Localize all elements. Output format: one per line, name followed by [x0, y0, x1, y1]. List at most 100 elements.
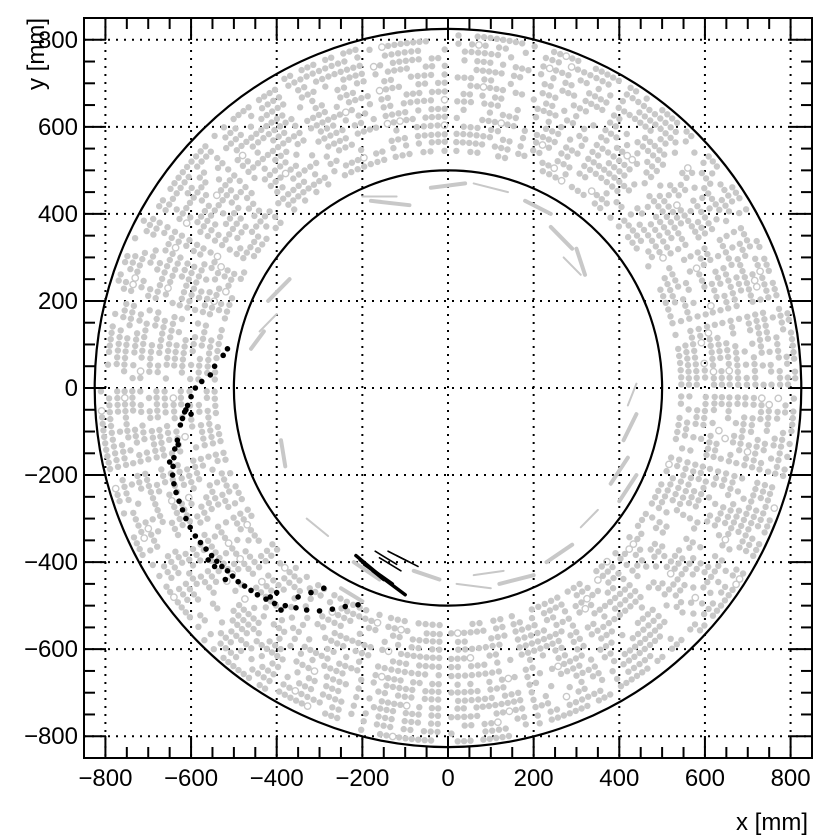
gray-hit [626, 582, 633, 589]
gray-hit [648, 500, 656, 507]
gray-hit [269, 541, 276, 548]
gray-hit [228, 199, 235, 206]
gray-hit [461, 638, 468, 645]
gray-hit [626, 534, 633, 541]
gray-hit [641, 180, 648, 187]
gray-hit [192, 444, 200, 451]
gray-hit [593, 191, 600, 199]
gray-hit [722, 202, 729, 209]
gray-hit [467, 688, 475, 695]
gray-hit [545, 162, 552, 169]
gray-hit [552, 94, 559, 101]
gray-hit [294, 669, 301, 676]
gray-hit [787, 329, 795, 336]
gray-hit [186, 236, 193, 244]
gray-hit [317, 592, 324, 599]
gray-hit [381, 664, 388, 672]
gray-hit [613, 675, 621, 683]
gray-hit [568, 82, 575, 89]
gray-hit [596, 606, 603, 613]
gray-hit [510, 621, 517, 628]
gray-hit [459, 139, 466, 146]
gray-hit [595, 670, 602, 677]
gray-hit [310, 696, 317, 703]
gray-hit [266, 89, 273, 97]
gray-hit [740, 231, 748, 238]
gray-hit [313, 159, 320, 167]
gray-hit [149, 516, 156, 523]
gray-hit [685, 381, 693, 388]
gray-hit [274, 652, 281, 660]
gray-hit [522, 642, 529, 649]
gray-hit [676, 352, 683, 360]
gray-hit [287, 694, 294, 701]
gray-hit [745, 286, 753, 293]
gray-hit [651, 627, 659, 634]
gray-hit [220, 654, 227, 662]
gray-hit [166, 588, 174, 596]
gray-hit [184, 260, 191, 267]
gray-hit [190, 591, 198, 598]
gray-hit [201, 531, 208, 539]
gray-hit [548, 682, 555, 690]
gray-hit [198, 342, 205, 349]
gray-hit [659, 543, 666, 550]
gray-hit [494, 128, 502, 135]
gray-hit [733, 274, 740, 281]
gray-hit [467, 713, 474, 720]
gray-hit [408, 694, 415, 701]
gray-hit [733, 513, 740, 520]
gray-hit [627, 211, 635, 218]
gray-hit [305, 664, 312, 672]
gray-hit [730, 519, 738, 526]
gray-hit [396, 58, 403, 65]
gray-hit [469, 620, 476, 628]
gray-hit [122, 348, 129, 355]
gray-hit [238, 495, 245, 503]
gray-hit [287, 642, 294, 650]
gray-hit [214, 457, 221, 465]
gray-hit [286, 72, 294, 80]
gray-hit [674, 462, 681, 470]
gray-hit [362, 615, 369, 622]
gray-hit [532, 139, 540, 146]
gray-hit [220, 124, 228, 131]
gray-hit [191, 463, 199, 471]
gray-hit [231, 270, 238, 278]
gray-hit [566, 658, 574, 665]
gray-hit [621, 586, 629, 593]
gray-hit [373, 721, 381, 728]
gray-hit [390, 119, 397, 126]
gray-hit [687, 207, 694, 215]
gray-hit [478, 141, 486, 148]
gray-hit [166, 491, 173, 498]
gray-hit [388, 732, 397, 741]
gray-hit [97, 406, 106, 415]
gray-hit [423, 630, 430, 637]
gray-hit [454, 74, 461, 81]
gray-hit [721, 186, 728, 194]
gray-hit [376, 730, 384, 738]
gray-hit [402, 701, 411, 710]
gray-hit [678, 393, 685, 400]
gray-hit [275, 133, 282, 140]
gray-hit [402, 109, 409, 116]
gray-hit [218, 326, 225, 334]
gray-hit [314, 620, 321, 628]
gray-hit [647, 546, 654, 553]
gray-hit [614, 187, 621, 195]
gray-hit [114, 354, 121, 361]
gray-hit [486, 109, 494, 116]
gray-segment [562, 256, 582, 276]
gray-hit [466, 131, 474, 138]
gray-hit [671, 299, 679, 306]
gray-hit [525, 67, 532, 74]
gray-hit [120, 393, 129, 402]
gray-hit [569, 120, 577, 127]
gray-hit [776, 450, 783, 457]
gray-hit [328, 637, 335, 644]
gray-hit [510, 122, 517, 130]
gray-hit [336, 137, 344, 145]
gray-hit [188, 184, 195, 192]
gray-hit [688, 334, 696, 341]
